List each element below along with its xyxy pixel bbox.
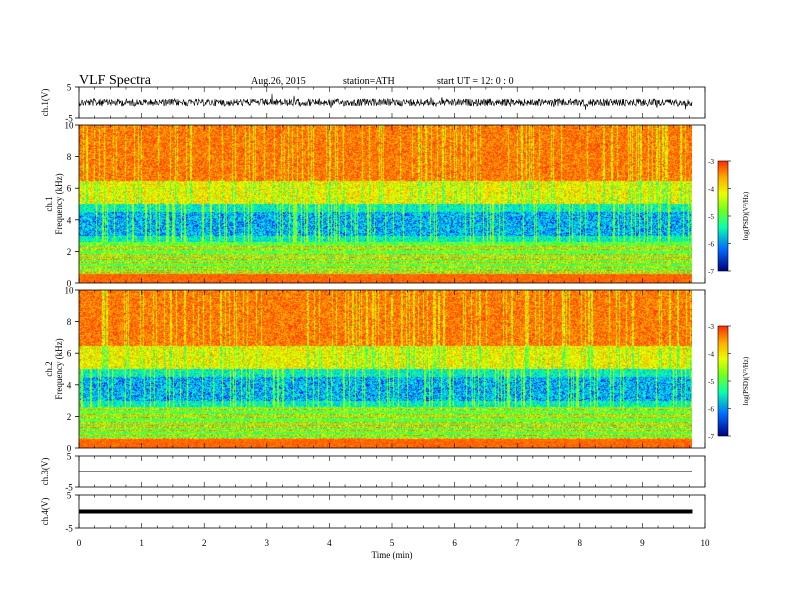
y-tick-label: -5 <box>65 114 73 124</box>
start-time-label: start UT = 12: 0 : 0 <box>437 76 514 87</box>
colorbar-tick-label: -5 <box>708 378 714 386</box>
x-tick-label: 3 <box>265 538 270 548</box>
x-axis-label: Time (min) <box>372 550 413 560</box>
x-tick-label: 6 <box>452 538 457 548</box>
y-tick-label: 8 <box>67 317 72 327</box>
y-tick-label: 0 <box>67 444 72 454</box>
colorbar-tick-label: -3 <box>708 323 714 331</box>
y-tick-label: 0 <box>67 279 72 289</box>
y-tick-label: 10 <box>65 121 75 131</box>
frequency-axis-label: Frequency (kHz) <box>54 173 64 234</box>
colorbar-tick-label: -3 <box>708 158 714 166</box>
x-tick-label: 8 <box>578 538 583 548</box>
y-tick-label: 5 <box>67 452 72 462</box>
x-tick-label: 0 <box>77 538 82 548</box>
spectrogram-image-ch.2 <box>79 290 692 448</box>
figure-title: VLF Spectra <box>79 73 151 88</box>
waveform-trace <box>79 470 693 473</box>
x-tick-label: 4 <box>327 538 332 548</box>
y-tick-label: -5 <box>65 483 73 493</box>
colorbar <box>717 160 729 272</box>
panel-label: ch.1(V) <box>40 89 50 117</box>
date-label: Aug.26, 2015 <box>251 76 306 87</box>
colorbar-tick-label: -5 <box>708 213 714 221</box>
y-tick-label: 5 <box>67 491 72 501</box>
station-label: station=ATH <box>343 76 395 87</box>
spectrogram-image-ch.1 <box>79 125 692 283</box>
x-tick-label: 2 <box>202 538 207 548</box>
x-tick-label: 10 <box>701 538 711 548</box>
colorbar <box>717 325 729 437</box>
y-tick-label: 2 <box>67 247 72 257</box>
colorbar-label: log(PSD)(V²/Hz) <box>742 191 750 240</box>
y-tick-label: 6 <box>67 184 72 194</box>
x-tick-label: 7 <box>515 538 520 548</box>
colorbar-tick-label: -4 <box>708 351 714 359</box>
y-tick-label: 5 <box>67 83 72 93</box>
panel-label: ch.2 <box>44 361 54 376</box>
frequency-axis-label: Frequency (kHz) <box>54 338 64 399</box>
colorbar-tick-label: -6 <box>708 406 714 414</box>
colorbar-tick-label: -6 <box>708 241 714 249</box>
y-tick-label: 8 <box>67 152 72 162</box>
x-tick-label: 1 <box>139 538 144 548</box>
x-tick-label: 5 <box>390 538 395 548</box>
panel-label: ch.3(V) <box>40 458 50 486</box>
colorbar-label: log(PSD)(V²/Hz) <box>742 356 750 405</box>
colorbar-tick-label: -4 <box>708 186 714 194</box>
y-tick-label: 6 <box>67 349 72 359</box>
colorbar-tick-label: -7 <box>708 268 714 276</box>
colorbar-tick-label: -7 <box>708 433 714 441</box>
y-tick-label: 10 <box>65 286 75 296</box>
y-tick-label: 4 <box>67 380 72 390</box>
waveform-trace <box>78 93 693 110</box>
y-tick-label: -5 <box>65 524 73 534</box>
y-tick-label: 2 <box>67 412 72 422</box>
panel-label: ch.4(V) <box>40 498 50 526</box>
x-tick-label: 9 <box>640 538 645 548</box>
panel-label: ch.1 <box>44 196 54 211</box>
y-tick-label: 4 <box>67 215 72 225</box>
